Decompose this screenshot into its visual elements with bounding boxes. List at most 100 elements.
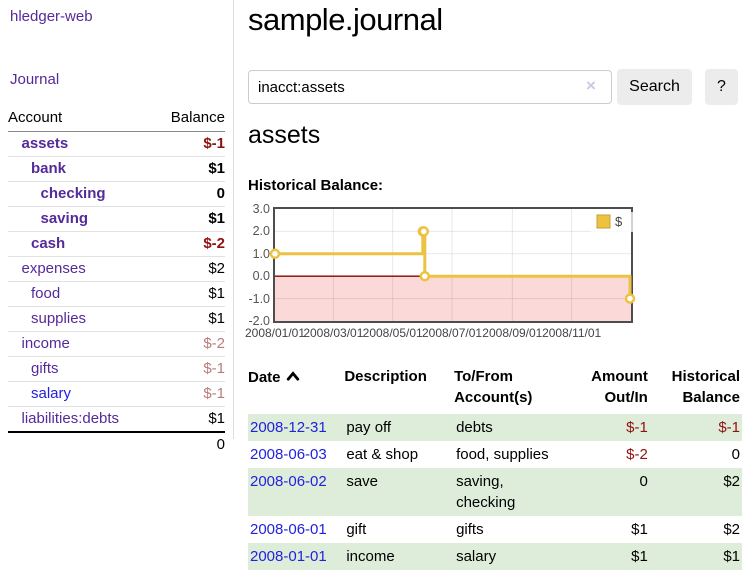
help-button[interactable]: ?	[705, 69, 738, 105]
register-accounts: debts	[454, 414, 561, 441]
account-row: salary $-1	[8, 382, 225, 407]
account-link[interactable]: saving	[40, 210, 89, 227]
register-balance: $1	[649, 543, 742, 570]
register-header-amount: Amount Out/In	[591, 368, 648, 406]
account-balance: $1	[208, 410, 225, 427]
register-date-link[interactable]: 2008-01-01	[250, 548, 327, 565]
account-link[interactable]: checking	[40, 185, 106, 202]
register-row: 2008-12-31 pay off debts $-1 $-1	[248, 414, 742, 441]
register-date-link[interactable]: 2008-06-02	[250, 473, 327, 490]
register-balance: 0	[731, 446, 740, 463]
account-balance: 0	[216, 185, 225, 202]
register-amount: 0	[560, 468, 650, 516]
nav-journal-link[interactable]: Journal	[10, 71, 60, 88]
page-title: sample.journal	[248, 2, 443, 37]
account-name-cell: assets	[8, 132, 154, 157]
chart-x-tick-label: 2008/07/01	[421, 326, 483, 340]
chart-x-tick-label: 2008/01/01	[244, 326, 306, 340]
sort-ascending-icon	[286, 366, 300, 387]
clear-search-icon[interactable]: ×	[586, 76, 596, 95]
register-header-description: Description	[344, 368, 427, 385]
balance-chart: $ 3.0 2.0 1.0 0.0 -1.0 -2.0 2008/01/01 2008/03/…	[245, 200, 742, 345]
account-link[interactable]: food	[31, 285, 61, 302]
register-accounts: gifts	[456, 521, 484, 538]
register-row: 2008-06-02 save saving, checking 0 $2	[248, 468, 742, 516]
chart-y-tick-label: 0.0	[252, 269, 270, 284]
register-accounts: food, supplies	[456, 446, 549, 463]
chart-y-tick-label: 1.0	[252, 246, 270, 261]
account-link[interactable]: assets	[21, 135, 69, 152]
register-header-balance: Historical Balance	[671, 368, 740, 406]
register-date-link[interactable]: 2008-12-31	[250, 419, 327, 436]
account-name-cell: income	[8, 332, 154, 357]
account-heading: assets	[248, 121, 321, 149]
account-link[interactable]: salary	[31, 385, 72, 402]
chart-y-tick-label: -1.0	[248, 291, 270, 306]
search-input[interactable]	[248, 70, 612, 104]
register-row: 2008-06-01 gift gifts $1 $2	[248, 516, 742, 543]
register-header-accounts: To/From Account(s)	[454, 368, 533, 406]
chart-x-tick-label: 2008/03/01	[303, 326, 364, 340]
account-link[interactable]: cash	[31, 235, 66, 252]
account-name-cell: salary	[8, 382, 154, 407]
account-balance: $1	[208, 310, 225, 327]
register-description: eat & shop	[346, 446, 419, 463]
chart-x-tick-label: 2008/05/01	[362, 326, 423, 340]
register-balance: $2	[723, 521, 740, 538]
account-link[interactable]: liabilities:debts	[21, 410, 120, 427]
account-name-cell: liabilities:debts	[8, 407, 154, 433]
register-header-date[interactable]: Date	[248, 364, 344, 414]
register-table: Date Description To/From Account(s) Amou…	[248, 364, 742, 570]
accounts-header-account: Account	[8, 106, 154, 132]
accounts-total-row: 0	[8, 431, 225, 457]
svg-text:$: $	[615, 214, 623, 229]
account-row: cash $-2	[8, 232, 225, 257]
register-description: pay off	[344, 414, 455, 441]
register-row: 2008-06-03 eat & shop food, supplies $-2 0	[248, 441, 742, 468]
account-link[interactable]: income	[21, 335, 70, 352]
register-row: 2008-01-01 income salary $1 $1	[248, 543, 742, 570]
register-date-cell: 2008-06-02	[248, 468, 345, 516]
register-amount: $-2	[626, 446, 648, 463]
chart-y-tick-label: 3.0	[252, 202, 270, 216]
register-date-link[interactable]: 2008-06-01	[250, 521, 327, 538]
register-amount: $-1	[560, 414, 650, 441]
account-balance: $-2	[203, 335, 225, 352]
register-accounts: salary	[454, 543, 561, 570]
accounts-header-row: Account Balance	[8, 106, 225, 132]
account-link[interactable]: gifts	[31, 360, 59, 377]
account-link[interactable]: expenses	[21, 260, 86, 277]
account-name-cell: bank	[8, 157, 154, 182]
chart-y-tick-label: -2.0	[248, 314, 270, 328]
register-amount: $1	[560, 543, 650, 570]
account-balance: $1	[208, 210, 225, 227]
account-link[interactable]: supplies	[31, 310, 87, 327]
accounts-total-spacer	[8, 431, 154, 457]
chart-y-tick-label: 2.0	[252, 224, 270, 239]
account-name-cell: gifts	[8, 357, 154, 382]
account-row: supplies $1	[8, 307, 225, 332]
register-date-cell: 2008-06-03	[248, 441, 344, 468]
main-content: sample.journal × Search ? assets Histori…	[245, 0, 742, 582]
account-name-cell: cash	[8, 232, 154, 257]
register-date-cell: 2008-06-01	[248, 516, 344, 543]
search-button[interactable]: Search	[617, 69, 692, 105]
account-balance: $-1	[203, 385, 225, 402]
register-balance: $-1	[649, 414, 742, 441]
brand-link[interactable]: hledger-web	[10, 8, 93, 25]
account-balance: $-1	[203, 360, 225, 377]
accounts-table: Account Balance assets $-1 bank $1 checking 0…	[8, 106, 225, 457]
account-row: checking 0	[8, 182, 225, 207]
register-date-link[interactable]: 2008-06-03	[250, 446, 327, 463]
register-description: save	[344, 468, 455, 516]
chart-x-tick-label: 2008/11/01	[542, 326, 602, 340]
account-balance: $-2	[203, 235, 225, 252]
account-link[interactable]: bank	[31, 160, 67, 177]
search-form: × Search ?	[248, 69, 742, 105]
register-header-row: Date Description To/From Account(s) Amou…	[248, 364, 742, 414]
account-balance: $1	[208, 160, 225, 177]
chart-plot-area: $	[269, 207, 636, 323]
register-accounts: saving, checking	[454, 468, 561, 516]
sidebar: hledger-web Journal Account Balance asse…	[0, 0, 234, 457]
account-name-cell: checking	[8, 182, 154, 207]
